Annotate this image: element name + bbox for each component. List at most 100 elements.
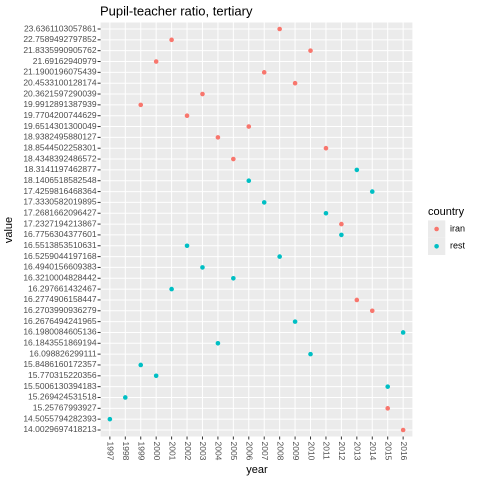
point [231,156,236,162]
y-tick-label: 16.1843551869194 [23,338,97,348]
point [107,416,113,422]
x-tick-label: 1999 [136,442,146,461]
x-tick-label: 2009 [291,442,301,461]
y-tick-label: 18.9382495880127 [23,132,97,142]
legend-title: country [428,206,465,218]
y-axis-title: value [3,217,15,243]
point [369,189,375,194]
y-tick-label: 21.8335990905762 [23,45,97,55]
chart-title: Pupil-teacher ratio, tertiary [100,3,253,18]
point [354,297,360,303]
legend-symbol [434,226,439,232]
legend-label: iran [450,223,465,233]
y-tick-label: 15.269424531518 [28,392,97,402]
point [277,254,282,259]
y-tick-label: 16.297661432467 [28,283,97,293]
point [369,308,375,314]
point [292,319,298,324]
x-tick-label: 2016 [399,442,409,461]
y-tick-label: 14.0029697418213 [23,424,97,434]
y-tick-label: 17.4259816468364 [23,186,97,196]
x-tick-label: 2006 [245,442,255,461]
y-tick-label: 20.3621597290039 [23,88,97,98]
x-tick-label: 2015 [383,442,393,461]
y-tick-label: 15.8486160172357 [23,359,97,369]
point [215,340,221,346]
y-tick-label: 15.25767993927 [33,403,97,413]
x-tick-label: 2010 [306,442,316,461]
y-tick-label: 22.7589492797852 [23,34,97,44]
y-tick-label: 23.6361103057861 [24,23,97,33]
x-tick-label: 2011 [322,442,332,461]
point [308,351,313,357]
x-tick-label: 2008 [275,442,285,461]
x-tick-label: 2013 [353,442,363,461]
y-tick-label: 19.6514301300049 [23,121,97,131]
point [153,373,159,379]
point [215,135,221,140]
point [246,178,252,184]
point [385,384,391,389]
point [138,362,144,368]
y-tick-label: 16.4940156609383 [23,262,97,272]
y-tick-label: 21.1900196075439 [23,67,97,77]
point [400,330,406,335]
point [339,232,344,238]
point [231,275,236,281]
point [200,91,205,97]
point [184,243,190,249]
point [184,113,190,119]
point [153,59,159,64]
legend-symbol [434,244,439,249]
x-tick-label: 2014 [368,442,378,461]
point [169,286,174,292]
point [385,406,391,411]
y-tick-label: 17.2327194213867 [23,218,97,228]
x-axis-title: year [246,464,268,476]
y-tick-label: 16.2676494241965 [23,316,97,326]
point [277,26,282,32]
y-tick-label: 16.098826299111 [29,348,97,358]
x-tick-label: 2007 [260,442,270,461]
point [122,395,128,400]
y-tick-label: 18.8544502258301 [23,142,97,152]
y-tick-label: 16.5513853510631 [23,240,97,250]
y-tick-label: 16.1980084605136 [23,327,97,337]
x-tick-label: 2004 [214,442,224,461]
y-tick-label: 18.1406518582548 [23,175,97,185]
point [323,145,329,151]
y-tick-label: 16.5259044197168 [23,251,97,261]
point [169,37,174,43]
y-tick-label: 21.69162940979 [33,56,97,66]
y-tick-label: 18.3141197462877 [24,164,97,174]
x-tick-label: 2001 [167,442,177,461]
point [354,167,360,173]
point [292,80,298,86]
legend-label: rest [450,241,466,251]
y-tick-label: 17.3330582019895 [23,197,97,207]
y-tick-label: 14.5055794282393 [23,413,97,423]
x-tick-label: 1997 [106,442,116,461]
point [308,48,313,53]
y-tick-label: 18.4348392486572 [23,153,97,163]
x-tick-label: 2003 [198,442,208,461]
x-tick-label: 2005 [229,442,239,461]
y-tick-label: 17.2681662096427 [23,207,97,217]
x-tick-label: 2002 [183,442,193,461]
panel [100,22,413,437]
y-tick-label: 16.3210004828442 [23,273,97,283]
y-tick-label: 16.2703990936279 [23,305,97,315]
point [261,200,267,205]
point [246,124,252,129]
point [138,102,144,108]
y-tick-label: 19.7704200744629 [23,110,97,120]
y-tick-label: 15.770315220356 [28,370,97,380]
x-tick-label: 2012 [337,442,347,461]
y-tick-label: 15.5006130394183 [23,381,97,391]
x-tick-label: 2000 [152,442,162,461]
y-tick-label: 20.4533100128174 [23,77,97,87]
point [339,221,344,227]
y-tick-label: 19.9912891387939 [23,99,97,109]
point [200,265,205,270]
